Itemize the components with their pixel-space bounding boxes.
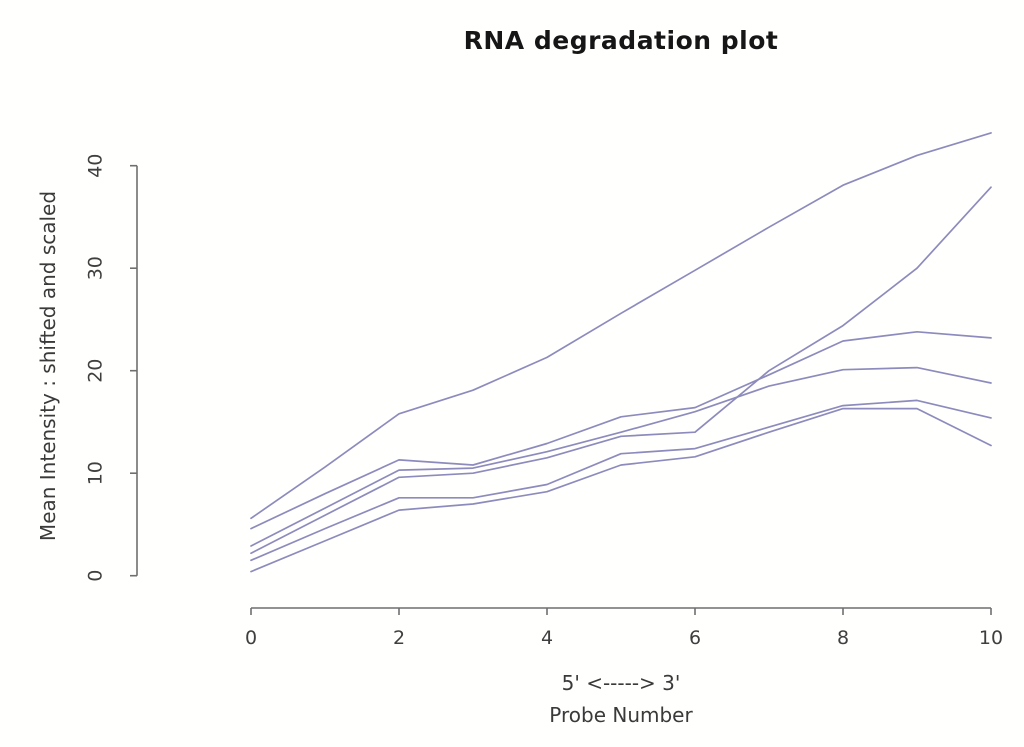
svg-text:4: 4 [541, 627, 553, 649]
line-2 [250, 330, 992, 530]
svg-text:40: 40 [85, 154, 107, 178]
svg-text:8: 8 [837, 627, 849, 649]
svg-text:10: 10 [979, 627, 1003, 649]
svg-text:30: 30 [85, 256, 107, 280]
line-6 [250, 407, 992, 573]
svg-text:6: 6 [689, 627, 701, 649]
svg-text:20: 20 [85, 359, 107, 383]
line-1 [250, 132, 992, 520]
x-axis-direction-label: 5' <-----> 3' [561, 671, 681, 695]
x-axis-label: Probe Number [549, 703, 693, 727]
line-3 [250, 366, 992, 547]
line-4 [250, 186, 992, 555]
svg-text:0: 0 [245, 627, 257, 649]
svg-text:2: 2 [393, 627, 405, 649]
line-5 [250, 399, 992, 562]
svg-text:10: 10 [85, 461, 107, 485]
svg-text:0: 0 [85, 570, 107, 582]
chart-title: RNA degradation plot [463, 26, 779, 55]
